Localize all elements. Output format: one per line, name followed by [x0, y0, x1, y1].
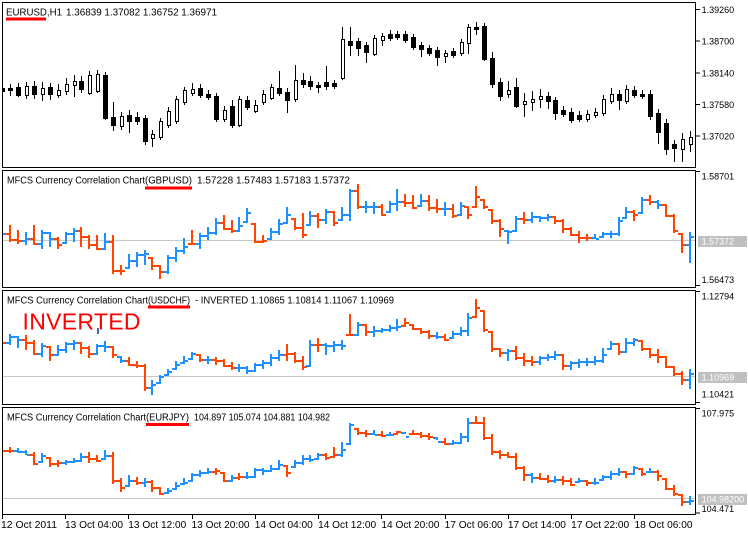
svg-text:14 Oct 12:00: 14 Oct 12:00: [318, 520, 376, 531]
svg-text:- INVERTED 1.10865 1.10814 1.1: - INVERTED 1.10865 1.10814 1.11067 1.109…: [195, 296, 394, 307]
svg-text:1.56473: 1.56473: [702, 275, 735, 285]
svg-text:12 Oct 2011: 12 Oct 2011: [1, 520, 57, 531]
svg-text:1.38140: 1.38140: [702, 68, 735, 78]
svg-text:1.58701: 1.58701: [702, 172, 735, 182]
svg-text:EURUSD,H1: EURUSD,H1: [6, 8, 62, 19]
svg-text:INVERTED: INVERTED: [23, 309, 141, 335]
svg-text:1.10421: 1.10421: [702, 390, 735, 400]
svg-text:107.975: 107.975: [702, 409, 735, 419]
svg-text:1.57372: 1.57372: [702, 237, 735, 247]
svg-text:1.57228 1.57483 1.57183 1.5737: 1.57228 1.57483 1.57183 1.57372: [197, 176, 350, 187]
svg-text:1.37580: 1.37580: [702, 100, 735, 110]
svg-text:14 Oct 04:00: 14 Oct 04:00: [255, 520, 313, 531]
svg-text:1.38700: 1.38700: [702, 37, 735, 47]
svg-text:18 Oct 06:00: 18 Oct 06:00: [635, 520, 693, 531]
svg-text:MFCS Currency Correlation Char: MFCS Currency Correlation Chart: [7, 176, 145, 187]
svg-text:MFCS Currency Correlation Char: MFCS Currency Correlation Chart: [7, 296, 148, 307]
svg-text:(EURJPY): (EURJPY): [146, 413, 189, 424]
svg-text:17 Oct 14:00: 17 Oct 14:00: [508, 520, 566, 531]
svg-text:104.897 105.074 104.881 104.98: 104.897 105.074 104.881 104.982: [194, 413, 330, 424]
svg-text:104.98200: 104.98200: [702, 495, 745, 505]
svg-text:13 Oct 04:00: 13 Oct 04:00: [65, 520, 123, 531]
svg-text:17 Oct 22:00: 17 Oct 22:00: [571, 520, 629, 531]
svg-text:104.471: 104.471: [702, 504, 735, 514]
svg-text:1.37020: 1.37020: [702, 132, 735, 142]
svg-text:1.39260: 1.39260: [702, 5, 735, 15]
svg-text:13 Oct 20:00: 13 Oct 20:00: [192, 520, 250, 531]
svg-text:(USDCHF): (USDCHF): [148, 296, 190, 307]
svg-text:17 Oct 06:00: 17 Oct 06:00: [445, 520, 503, 531]
svg-text:1.36839 1.37082 1.36752 1.3697: 1.36839 1.37082 1.36752 1.36971: [66, 8, 217, 19]
svg-text:(GBPUSD): (GBPUSD): [145, 176, 192, 187]
svg-text:1.10969: 1.10969: [702, 373, 735, 383]
svg-text:14 Oct 20:00: 14 Oct 20:00: [381, 520, 439, 531]
svg-text:MFCS Currency Correlation Char: MFCS Currency Correlation Chart: [7, 413, 146, 424]
svg-text:1.12794: 1.12794: [702, 292, 735, 302]
svg-text:13 Oct 12:00: 13 Oct 12:00: [128, 520, 186, 531]
